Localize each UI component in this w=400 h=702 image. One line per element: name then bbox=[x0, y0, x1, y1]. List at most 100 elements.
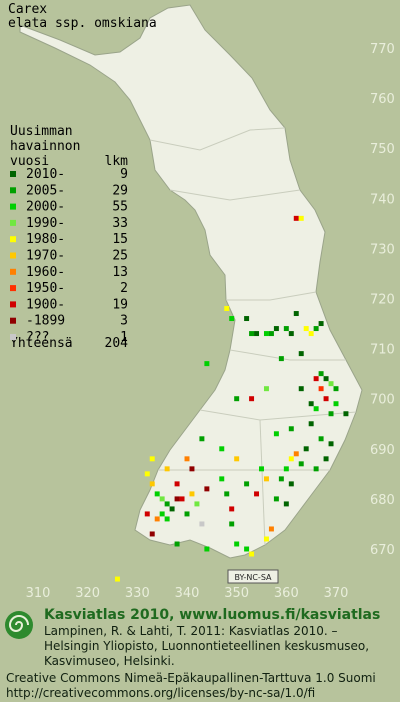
occurrence-cell bbox=[154, 491, 160, 497]
occurrence-cell bbox=[263, 476, 269, 482]
occurrence-cell bbox=[224, 306, 230, 312]
legend-label: 1960- bbox=[26, 265, 65, 280]
occurrence-cell bbox=[174, 496, 180, 502]
occurrence-cell bbox=[159, 511, 165, 517]
occurrence-cell bbox=[288, 331, 294, 337]
occurrence-cell bbox=[224, 491, 230, 497]
occurrence-cell bbox=[189, 491, 195, 497]
license-text: Creative Commons Nimeä-Epäkaupallinen-Ta… bbox=[6, 671, 376, 685]
legend-swatch bbox=[10, 301, 16, 308]
occurrence-cell bbox=[229, 521, 235, 527]
occurrence-cell bbox=[318, 386, 324, 392]
finland-outline bbox=[19, 4, 363, 559]
legend-swatch bbox=[10, 285, 16, 292]
legend-count: 15 bbox=[112, 232, 128, 247]
legend-count: 19 bbox=[112, 297, 128, 312]
license-url: http://creativecommons.org/licenses/by-n… bbox=[6, 686, 315, 700]
y-axis-label: 700 bbox=[370, 393, 395, 408]
x-axis-label: 340 bbox=[175, 586, 200, 601]
occurrence-cell bbox=[164, 501, 170, 507]
legend-swatch bbox=[10, 252, 16, 259]
legend-label: 1900- bbox=[26, 297, 65, 312]
citation: Helsingin Yliopisto, Luonnontieteellinen… bbox=[44, 639, 369, 653]
occurrence-cell bbox=[199, 521, 205, 527]
occurrence-cell bbox=[204, 546, 210, 552]
citation: Kasvimuseo, Helsinki. bbox=[44, 654, 175, 668]
occurrence-cell bbox=[184, 511, 190, 517]
occurrence-cell bbox=[114, 576, 120, 582]
legend-label: 1980- bbox=[26, 232, 65, 247]
occurrence-cell bbox=[288, 481, 294, 487]
occurrence-cell bbox=[313, 406, 319, 412]
occurrence-cell bbox=[278, 476, 284, 482]
occurrence-cell bbox=[234, 396, 240, 402]
occurrence-cell bbox=[303, 326, 309, 332]
occurrence-cell bbox=[263, 331, 269, 337]
legend-label: 2010- bbox=[26, 167, 65, 182]
y-axis-label: 720 bbox=[370, 293, 395, 308]
logo bbox=[5, 611, 33, 639]
occurrence-cell bbox=[254, 331, 260, 337]
occurrence-cell bbox=[328, 441, 334, 447]
occurrence-cell bbox=[254, 491, 260, 497]
y-axis-label: 760 bbox=[370, 92, 395, 107]
occurrence-cell bbox=[273, 431, 279, 437]
occurrence-cell bbox=[278, 356, 284, 362]
occurrence-cell bbox=[174, 541, 180, 547]
legend-label: -1899 bbox=[26, 314, 65, 329]
legend-label: 1990- bbox=[26, 216, 65, 231]
legend-label: 2005- bbox=[26, 183, 65, 198]
occurrence-cell bbox=[313, 466, 319, 472]
species-subname: elata ssp. omskiana bbox=[8, 16, 157, 31]
occurrence-cell bbox=[273, 496, 279, 502]
occurrence-cell bbox=[343, 411, 349, 417]
legend-swatch bbox=[10, 203, 16, 210]
legend-swatch bbox=[10, 187, 16, 194]
occurrence-cell bbox=[298, 351, 304, 357]
legend-swatch bbox=[10, 334, 16, 340]
legend-count: 33 bbox=[112, 216, 128, 231]
license-badge bbox=[227, 569, 279, 584]
y-axis-label: 730 bbox=[370, 242, 395, 257]
occurrence-cell bbox=[318, 321, 324, 327]
occurrence-cell bbox=[259, 466, 264, 472]
occurrence-cell bbox=[293, 311, 299, 317]
occurrence-cell bbox=[293, 215, 299, 221]
occurrence-cell bbox=[204, 486, 210, 492]
occurrence-cell bbox=[244, 481, 250, 487]
license-badge-text: BY-NC-SA bbox=[234, 573, 272, 582]
legend-swatch bbox=[10, 219, 16, 226]
occurrence-cell bbox=[164, 466, 170, 472]
occurrence-cell bbox=[263, 386, 269, 392]
occurrence-cell bbox=[149, 481, 155, 487]
legend-total-label: Yhteensä bbox=[10, 336, 73, 351]
occurrence-cell bbox=[164, 516, 170, 522]
legend-heading: havainnon bbox=[10, 139, 80, 154]
legend-total: 204 bbox=[105, 336, 129, 351]
occurrence-cell bbox=[244, 546, 250, 552]
legend-count: 2 bbox=[120, 281, 128, 296]
legend-label: 1970- bbox=[26, 249, 65, 264]
legend-swatch bbox=[10, 236, 16, 243]
occurrence-cell bbox=[333, 401, 339, 407]
occurrence-cell bbox=[159, 496, 165, 502]
legend-count: 25 bbox=[112, 249, 128, 264]
legend-swatch bbox=[10, 268, 16, 275]
legend-heading: vuosi bbox=[10, 154, 49, 169]
occurrence-cell bbox=[283, 466, 289, 472]
occurrence-cell bbox=[249, 396, 255, 402]
y-axis-label: 710 bbox=[370, 343, 395, 358]
occurrence-cell bbox=[263, 536, 269, 542]
legend-count: 29 bbox=[112, 183, 128, 198]
occurrence-cell bbox=[323, 396, 329, 402]
occurrence-cell bbox=[144, 511, 150, 517]
occurrence-cell bbox=[234, 541, 240, 547]
x-axis-label: 370 bbox=[324, 586, 349, 601]
legend-count: 1 bbox=[120, 330, 128, 345]
legend-count-heading: lkm bbox=[105, 154, 129, 169]
species-name: Carex bbox=[8, 2, 47, 17]
occurrence-cell bbox=[184, 456, 190, 462]
legend-swatch bbox=[10, 171, 16, 177]
occurrence-cell bbox=[283, 326, 289, 332]
occurrence-cell bbox=[288, 426, 294, 432]
